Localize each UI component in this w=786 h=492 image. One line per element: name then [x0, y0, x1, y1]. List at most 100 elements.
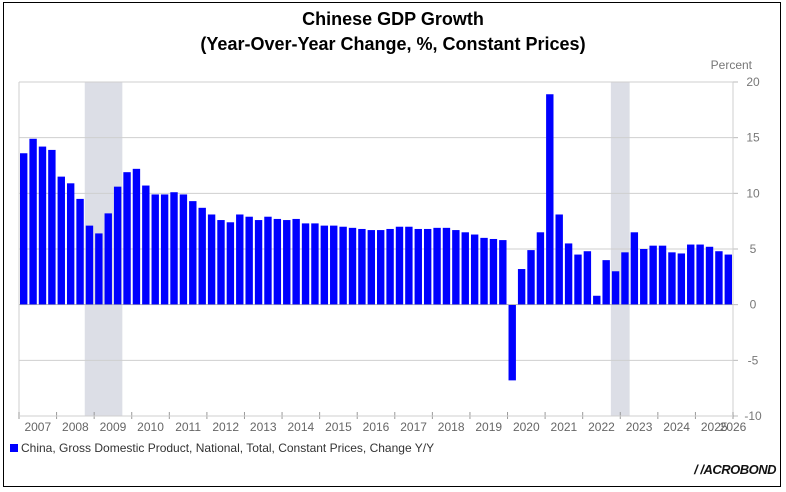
bar: [29, 138, 37, 305]
bar: [264, 216, 272, 305]
bar: [395, 226, 404, 305]
bar: [564, 243, 573, 305]
bar: [273, 218, 282, 305]
bar: [414, 228, 422, 305]
bar: [517, 269, 526, 305]
bar: [621, 252, 629, 305]
bar: [217, 220, 225, 305]
x-tick-label: 2009: [100, 420, 127, 434]
legend: China, Gross Domestic Product, National,…: [10, 441, 434, 455]
macrobond-logo: / /ACROBOND: [694, 462, 776, 477]
bar: [57, 176, 65, 305]
y-axis-label: Percent: [711, 58, 753, 72]
y-tick-label: 0: [750, 298, 757, 312]
bar: [470, 234, 479, 305]
x-tick-label: 2019: [475, 420, 502, 434]
bar: [320, 225, 329, 305]
bar: [104, 213, 112, 305]
y-tick-label: 20: [746, 75, 760, 89]
bar: [311, 223, 319, 305]
bar: [452, 230, 460, 305]
bar: [38, 146, 47, 305]
bar: [687, 244, 695, 305]
bar: [677, 253, 686, 305]
bar: [583, 251, 592, 305]
bar: [301, 223, 310, 305]
bar: [142, 185, 150, 305]
bar: [423, 228, 432, 305]
bar: [189, 201, 197, 305]
chart-subtitle: (Year-Over-Year Change, %, Constant Pric…: [200, 34, 586, 54]
bar: [367, 230, 375, 305]
bar: [330, 225, 338, 305]
bar: [442, 227, 451, 305]
y-tick-label: 15: [746, 131, 760, 145]
bar: [640, 249, 648, 305]
x-tick-label: 2025: [701, 420, 728, 434]
x-tick-label: 2018: [438, 420, 465, 434]
y-tick-label: 5: [750, 242, 757, 256]
x-tick-label: 2007: [24, 420, 51, 434]
bar: [555, 214, 563, 305]
x-tick-label: 2012: [212, 420, 239, 434]
legend-label: China, Gross Domestic Product, National,…: [21, 441, 435, 455]
bar: [499, 240, 507, 305]
bar: [405, 226, 413, 305]
bar: [696, 244, 704, 305]
bar: [48, 149, 56, 305]
bar: [611, 271, 620, 305]
bar: [226, 222, 235, 305]
bar: [113, 186, 122, 305]
x-tick-label: 2011: [175, 420, 201, 434]
bar: [593, 295, 601, 305]
bar: [292, 218, 300, 305]
bar: [179, 194, 188, 305]
bar: [254, 220, 263, 305]
bar: [66, 183, 75, 305]
bar: [574, 254, 582, 305]
x-tick-label: 2015: [325, 420, 352, 434]
bar: [602, 260, 610, 305]
bar: [198, 207, 206, 305]
x-tick-label: 2014: [287, 420, 314, 434]
x-tick-label: 2013: [250, 420, 277, 434]
x-tick-label: 2024: [663, 420, 690, 434]
bar: [95, 233, 103, 305]
x-tick-label: 2021: [551, 420, 578, 434]
bar: [207, 214, 216, 305]
bar: [489, 238, 498, 305]
y-tick-label: 10: [746, 186, 760, 200]
bar: [85, 225, 94, 305]
y-tick-label: -10: [744, 409, 762, 423]
bar: [715, 251, 723, 305]
bar: [386, 228, 394, 305]
bar: [170, 192, 178, 305]
bar: [151, 194, 159, 305]
bar: [283, 220, 291, 305]
x-tick-label: 2022: [588, 420, 615, 434]
x-tick-label: 2010: [137, 420, 164, 434]
bar: [480, 237, 488, 305]
x-tick-label: 2023: [626, 420, 653, 434]
y-tick-label: -5: [748, 353, 759, 367]
bar: [20, 153, 28, 305]
bar: [668, 252, 676, 305]
bar: [160, 194, 169, 305]
x-tick-label: 2026: [720, 420, 747, 434]
legend-swatch: [10, 444, 18, 452]
x-tick-label: 2020: [513, 420, 540, 434]
chart-title: Chinese GDP Growth: [302, 9, 484, 29]
x-tick-label: 2008: [62, 420, 89, 434]
bar: [433, 227, 441, 305]
bar: [536, 232, 545, 305]
chart-frame: [3, 2, 781, 487]
bar: [236, 214, 244, 305]
bar: [546, 94, 554, 305]
bar: [132, 168, 141, 305]
bar: [123, 172, 131, 305]
bar: [705, 246, 714, 305]
x-tick-label: 2017: [400, 420, 427, 434]
bar: [508, 304, 516, 381]
bar: [348, 227, 357, 305]
